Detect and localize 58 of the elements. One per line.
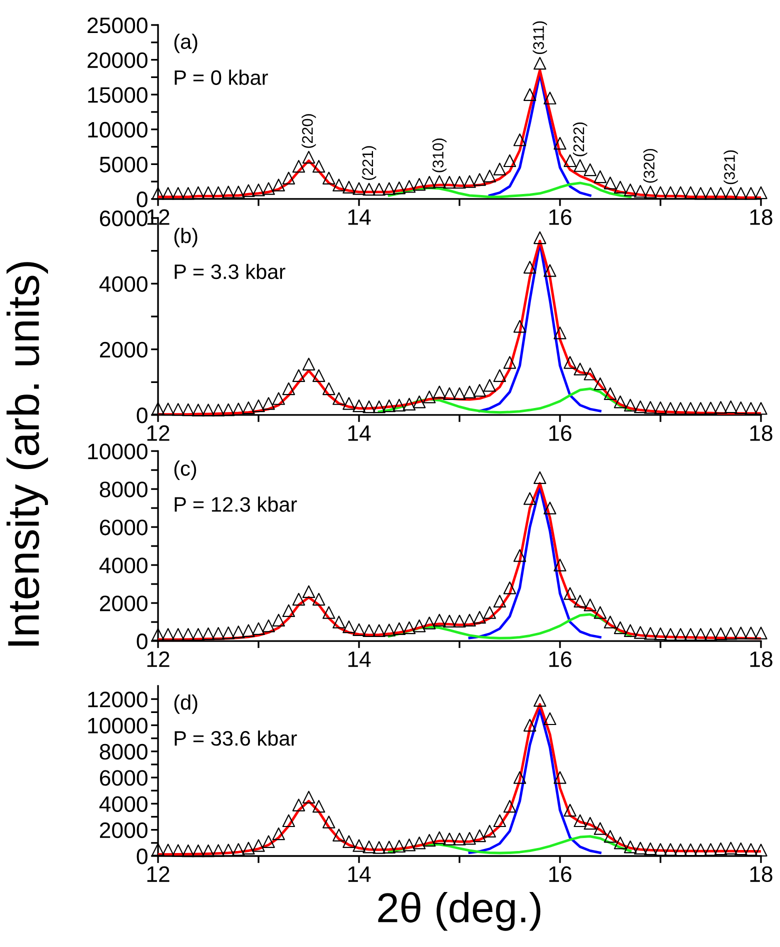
y-tick-label: 5000	[100, 156, 148, 172]
x-tick-label: 12	[147, 866, 170, 882]
y-tick-label: 10000	[88, 122, 148, 138]
y-tick-label: 2000	[100, 342, 148, 358]
y-tick-label: 2000	[100, 822, 148, 838]
y-tick-label: 10000	[88, 444, 148, 460]
annotation: (d)	[174, 694, 198, 714]
annotation: (c)	[174, 460, 196, 480]
x-tick-label: 12	[147, 425, 170, 441]
y-tick-label: 4000	[99, 558, 148, 574]
x-tick-label: 12	[147, 209, 170, 225]
x-tick-label: 14	[348, 210, 371, 225]
x-tick-label: 18	[750, 866, 772, 882]
y-tick-label: 15000	[88, 87, 148, 103]
y-tick-label: 6000	[100, 770, 148, 786]
annotation: (310)	[432, 138, 447, 172]
y-tick-label: 10000	[88, 718, 148, 734]
x-tick-label: 16	[549, 651, 572, 668]
y-tick-label: 4000	[99, 796, 148, 812]
line-series	[468, 486, 602, 640]
annotation: (220)	[302, 114, 316, 148]
y-tick-label: 8000	[100, 744, 148, 760]
x-tick-label: 18	[750, 209, 772, 226]
x-tick-label: 14	[348, 426, 371, 441]
x-tick-label: 18	[750, 425, 772, 442]
annotation: (320)	[643, 148, 658, 183]
x-tick-label: 16	[549, 866, 572, 882]
y-tick-label: 8000	[100, 482, 148, 498]
y-tick-label: 4000	[99, 276, 148, 292]
annotation: (311)	[532, 21, 548, 54]
y-tick-label: 12000	[88, 692, 148, 708]
annotation: P = 3.3 kbar	[174, 264, 286, 280]
y-tick-label: 6000	[100, 210, 148, 226]
y-axis-title: Intensity (arb. units)	[6, 262, 48, 646]
annotation: P = 0 kbar	[174, 70, 268, 85]
x-tick-label: 12	[147, 651, 170, 667]
y-tick-label: 0	[136, 408, 148, 424]
x-tick-label: 16	[549, 425, 572, 442]
y-tick-label: 25000	[88, 18, 148, 34]
annotation: (221)	[362, 146, 376, 180]
annotation: P = 12.3 kbar	[174, 496, 297, 512]
y-tick-label: 2000	[100, 596, 148, 612]
x-tick-label: 14	[348, 652, 371, 667]
annotation: P = 33.6 kbar	[174, 730, 297, 746]
x-tick-label: 16	[549, 209, 572, 226]
x-axis-title: 2θ (deg.)	[378, 892, 540, 931]
y-tick-label: 6000	[100, 520, 148, 536]
annotation: (b)	[174, 228, 198, 248]
y-tick-label: 20000	[88, 52, 148, 68]
annotation: (321)	[724, 150, 738, 184]
x-tick-label: 18	[750, 651, 772, 668]
annotation: (222)	[572, 122, 588, 156]
annotation: (a)	[174, 34, 198, 54]
y-tick-label: 0	[136, 634, 148, 650]
y-tick-label: 0	[136, 192, 148, 208]
x-tick-label: 14	[348, 866, 371, 882]
line-series	[468, 708, 602, 854]
y-tick-label: 0	[136, 848, 148, 864]
